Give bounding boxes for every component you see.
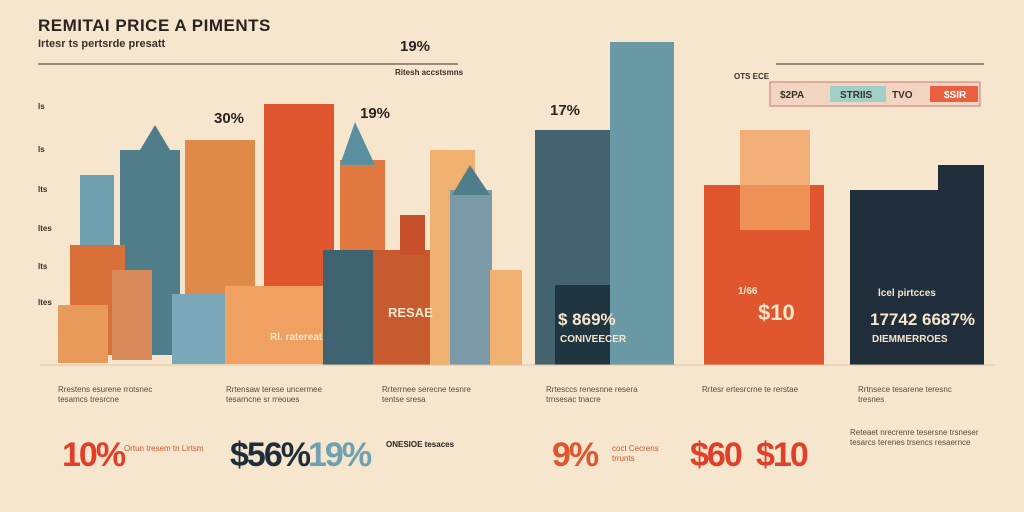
side-tick: lts: [38, 185, 48, 194]
legend-item: STRIIS: [840, 90, 873, 101]
note: Rrtesr ertesrcrne te rerstae: [702, 385, 799, 394]
callout: 17%: [550, 102, 581, 119]
stat-value: 19%: [308, 436, 372, 474]
note: Rrtnsece tesarene teresnc tresnes: [858, 385, 952, 404]
city-skyline: [58, 42, 984, 365]
building-caption: 1/66: [738, 286, 758, 297]
stat-value: 9%: [552, 436, 599, 474]
legend-item: $SIR: [944, 90, 967, 101]
footer-note: Reteaet nrecrenre tesersne trsneser tesa…: [850, 428, 979, 447]
callout: 19%: [360, 105, 391, 122]
legend-swatch: [930, 86, 978, 102]
legend-item: $2PA: [780, 90, 805, 101]
building-value: $ 869%: [558, 310, 616, 329]
callout: 30%: [214, 110, 245, 127]
title: REMITAI PRICE A PIMENTS: [38, 16, 271, 35]
subtitle: Irtesr ts pertsrde presatt: [38, 38, 166, 50]
building-value: RESAE: [388, 305, 433, 320]
note: Rrtensaw terese uncermee tesarncne sr rr…: [226, 385, 323, 404]
building-caption: Rl. ratereat: [270, 332, 323, 343]
stat-caption: ONESIOE tesaces: [386, 440, 455, 449]
building-label: lcel pirtcces: [878, 288, 936, 299]
note: Rrterrnee serecne tesnre tentse sresa: [382, 385, 471, 404]
building-caption: DIEMMERROES: [872, 334, 948, 345]
stat-value: 10%: [62, 436, 126, 474]
building-caption: CONIVEECER: [560, 334, 627, 345]
side-tick: ltes: [38, 298, 52, 307]
legend-heading: OTS ECE: [734, 72, 770, 81]
legend-item: TVO: [892, 90, 913, 101]
stat-value: $56%: [230, 436, 311, 474]
side-tick: ls: [38, 145, 45, 154]
side-tick: lts: [38, 262, 48, 271]
legend-swatch: [830, 86, 886, 102]
note: Rrestens esurene rrotsnec tesamcs tresrc…: [58, 385, 153, 404]
stat-value: $10: [756, 436, 809, 474]
side-tick: ltes: [38, 224, 52, 233]
stat-caption: Ortun tresem tn Lirtsm: [124, 444, 204, 453]
stat-caption: coct Cecrens trrunts: [612, 444, 659, 463]
side-tick: ls: [38, 102, 45, 111]
badge: 19%: [400, 38, 431, 55]
rule-caption: Ritesh accstsmns: [395, 68, 464, 77]
note: Rrtesccs renesnne resera trnsesac tnacre: [546, 385, 638, 404]
stat-value: $60: [690, 436, 743, 474]
building-value: $10: [758, 300, 795, 325]
building-value: 17742 6687%: [870, 310, 975, 329]
